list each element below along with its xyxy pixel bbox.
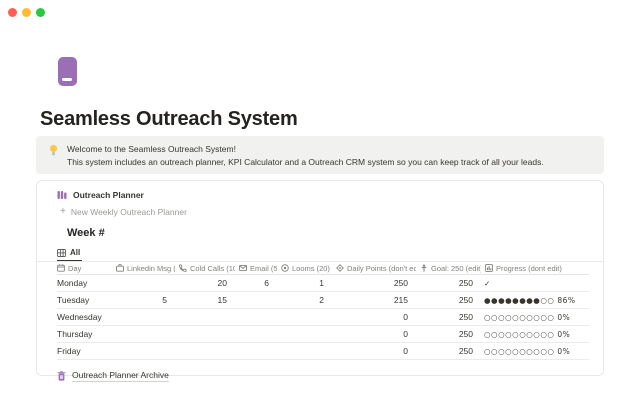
- tab-all-label: All: [70, 248, 81, 257]
- cell-progress[interactable]: ○○○○○○○○○○ 0%: [484, 329, 571, 339]
- progress-chart-icon: [485, 264, 493, 272]
- cell-linkedin[interactable]: 5: [162, 295, 167, 305]
- cell-looms[interactable]: 2: [319, 295, 324, 305]
- database-title: Outreach Planner: [73, 190, 144, 200]
- column-label: Email (5): [250, 263, 277, 273]
- column-header-progress[interactable]: Progress (dont edit): [481, 264, 589, 273]
- tab-divider: [37, 261, 603, 262]
- cell-goal[interactable]: 250: [458, 312, 473, 322]
- cell-daily-points[interactable]: 250: [393, 278, 408, 288]
- bar-chart-icon: [57, 190, 67, 200]
- window-controls: [8, 8, 45, 17]
- new-weekly-planner-label: New Weekly Outreach Planner: [70, 207, 187, 217]
- briefcase-icon: [116, 264, 124, 272]
- phone-bar-decoration: [62, 78, 72, 81]
- gear-icon: [336, 264, 344, 272]
- cell-day[interactable]: Wednesday: [57, 312, 102, 322]
- plus-icon: +: [60, 206, 66, 217]
- envelope-icon: [239, 264, 247, 272]
- cell-goal[interactable]: 250: [458, 346, 473, 356]
- callout-line-1: Welcome to the Seamless Outreach System!: [67, 144, 236, 154]
- close-button[interactable]: [8, 8, 17, 17]
- table-header-row: Day Linkedin Msg (5) Cold Calls (10) Ema…: [57, 262, 589, 275]
- cell-cold-calls[interactable]: 20: [217, 278, 227, 288]
- cell-daily-points[interactable]: 0: [403, 312, 408, 322]
- calendar-icon: [57, 264, 65, 272]
- dart-icon: [420, 264, 428, 272]
- archive-link[interactable]: Outreach Planner Archive: [57, 370, 603, 382]
- cell-day[interactable]: Tuesday: [57, 295, 90, 305]
- table-row-tuesday[interactable]: Tuesday 5 15 2 215 250 ●●●●●●●●○○ 86%: [57, 292, 589, 309]
- database-header[interactable]: Outreach Planner: [57, 189, 603, 201]
- page-icon[interactable]: [58, 57, 77, 86]
- tab-all-view[interactable]: All: [57, 248, 83, 261]
- column-header-goal[interactable]: Goal: 250 (edit): [416, 264, 481, 273]
- cell-progress[interactable]: ○○○○○○○○○○ 0%: [484, 346, 571, 356]
- column-label: Looms (20): [292, 263, 330, 273]
- table-row-wednesday[interactable]: Wednesday 0 250 ○○○○○○○○○○ 0%: [57, 309, 589, 326]
- zoom-button[interactable]: [36, 8, 45, 17]
- new-weekly-planner-button[interactable]: + New Weekly Outreach Planner: [60, 206, 603, 218]
- cell-cold-calls[interactable]: 15: [217, 295, 227, 305]
- column-header-email[interactable]: Email (5): [235, 264, 277, 273]
- column-label: Progress (dont edit): [496, 263, 562, 273]
- column-label: Goal: 250 (edit): [431, 263, 481, 273]
- video-icon: [281, 264, 289, 272]
- cell-email[interactable]: 6: [264, 278, 269, 288]
- table-row-monday[interactable]: Monday 20 6 1 250 250 ✓: [57, 275, 589, 292]
- cell-daily-points[interactable]: 215: [393, 295, 408, 305]
- cell-daily-points[interactable]: 0: [403, 329, 408, 339]
- phone-icon: [179, 264, 187, 272]
- table-row-thursday[interactable]: Thursday 0 250 ○○○○○○○○○○ 0%: [57, 326, 589, 343]
- table-grid-icon: [57, 248, 66, 257]
- page-title: Seamless Outreach System: [40, 108, 298, 130]
- outreach-planner-card: Outreach Planner + New Weekly Outreach P…: [36, 180, 604, 382]
- cell-goal[interactable]: 250: [458, 278, 473, 288]
- table-row-friday[interactable]: Friday 0 250 ○○○○○○○○○○ 0%: [57, 343, 589, 360]
- cell-progress[interactable]: ○○○○○○○○○○ 0%: [484, 312, 571, 322]
- cell-looms[interactable]: 1: [319, 278, 324, 288]
- cell-day[interactable]: Monday: [57, 278, 88, 288]
- callout-line-2: This system includes an outreach planner…: [67, 157, 544, 167]
- cell-day[interactable]: Friday: [57, 346, 81, 356]
- week-heading: Week #: [67, 227, 105, 239]
- planner-table: Day Linkedin Msg (5) Cold Calls (10) Ema…: [57, 262, 589, 360]
- column-label: Linkedin Msg (5): [127, 263, 175, 273]
- lightbulb-icon: [48, 142, 59, 168]
- cell-progress[interactable]: ✓: [484, 278, 491, 288]
- cell-day[interactable]: Thursday: [57, 329, 93, 339]
- column-header-cold-calls[interactable]: Cold Calls (10): [175, 264, 235, 273]
- welcome-callout: Welcome to the Seamless Outreach System!…: [36, 136, 604, 174]
- cell-goal[interactable]: 250: [458, 295, 473, 305]
- column-label: Day: [68, 263, 82, 273]
- trash-icon: [57, 370, 66, 381]
- cell-goal[interactable]: 250: [458, 329, 473, 339]
- column-label: Daily Points (don't edit): [347, 263, 416, 273]
- column-header-day[interactable]: Day: [57, 264, 112, 273]
- minimize-button[interactable]: [22, 8, 31, 17]
- cell-daily-points[interactable]: 0: [403, 346, 408, 356]
- column-label: Cold Calls (10): [190, 263, 235, 273]
- column-header-daily-points[interactable]: Daily Points (don't edit): [332, 264, 416, 273]
- column-header-looms[interactable]: Looms (20): [277, 264, 332, 273]
- view-tabs: All: [57, 247, 603, 262]
- archive-link-label: Outreach Planner Archive: [72, 370, 169, 382]
- cell-progress[interactable]: ●●●●●●●●○○ 86%: [484, 295, 576, 305]
- column-header-linkedin[interactable]: Linkedin Msg (5): [112, 264, 175, 273]
